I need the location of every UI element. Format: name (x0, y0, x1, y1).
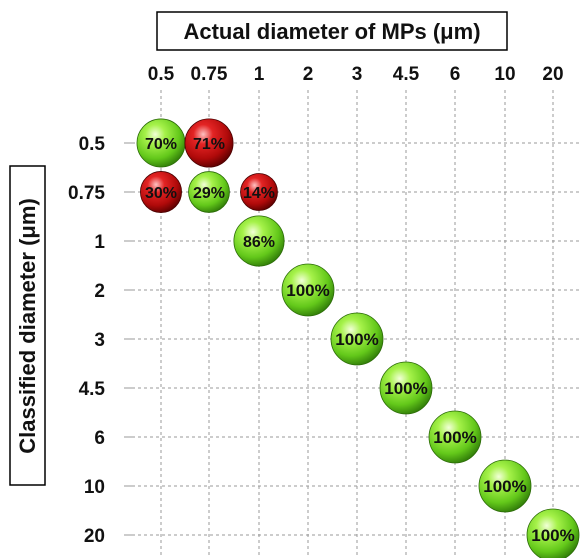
x-tick-label: 20 (542, 64, 563, 85)
y-tick-label: 20 (84, 526, 105, 547)
grid-layer (124, 90, 580, 556)
data-label: 14% (243, 185, 275, 202)
data-point: 29% (188, 171, 230, 213)
data-label: 100% (483, 477, 526, 496)
chart-title-box (156, 11, 508, 51)
green-bubble (281, 263, 335, 317)
y-tick-label: 0.75 (68, 183, 105, 204)
y-tick-label: 1 (94, 232, 105, 253)
data-label: 100% (433, 428, 476, 447)
data-point: 100% (428, 410, 482, 464)
tick-labels: 0.5 0.75 1 2 3 4.5 6 10 20 0.5 0.75 1 2 3 4.5 6 10 20 (68, 64, 564, 547)
x-tick-label: 3 (352, 64, 363, 85)
data-label: 100% (531, 526, 574, 545)
x-tick-label: 6 (450, 64, 461, 85)
data-label: 86% (243, 234, 275, 251)
green-bubble (330, 312, 384, 366)
x-tick-label: 2 (303, 64, 314, 85)
data-point: 71% (184, 118, 234, 168)
red-bubble (184, 118, 234, 168)
data-label: 100% (286, 281, 329, 300)
green-bubble (379, 361, 433, 415)
green-bubble (526, 508, 580, 558)
y-tick-label: 3 (94, 330, 105, 351)
data-point: 100% (526, 508, 580, 558)
x-tick-label: 10 (494, 64, 515, 85)
data-point: 100% (379, 361, 433, 415)
data-point: 100% (281, 263, 335, 317)
green-bubble (428, 410, 482, 464)
x-tick-label: 0.75 (191, 64, 228, 85)
x-tick-label: 4.5 (393, 64, 420, 85)
data-label: 70% (145, 136, 177, 153)
red-bubble (240, 173, 278, 211)
data-point: 70% (136, 118, 186, 168)
data-label: 71% (193, 136, 225, 153)
data-label: 100% (335, 330, 378, 349)
data-label: 30% (145, 185, 177, 202)
red-bubble (140, 171, 182, 213)
data-point: 14% (240, 173, 278, 211)
y-tick-label: 6 (94, 428, 105, 449)
data-label: 100% (384, 379, 427, 398)
x-tick-label: 1 (254, 64, 265, 85)
data-point: 30% (140, 171, 182, 213)
green-bubble (188, 171, 230, 213)
data-point: 100% (478, 459, 532, 513)
green-bubble (233, 215, 285, 267)
y-tick-label: 0.5 (79, 134, 106, 155)
chart-title: Actual diameter of MPs (μm) (183, 19, 480, 44)
y-axis-label-box (9, 165, 46, 486)
data-point: 86% (233, 215, 285, 267)
y-tick-label: 2 (94, 281, 105, 302)
x-tick-label: 0.5 (148, 64, 175, 85)
y-tick-label: 10 (84, 477, 105, 498)
green-bubble (478, 459, 532, 513)
data-points: 70% 71% 30% 29% 14% 86% 100% 100% 100% 100% 100% 10… (136, 118, 580, 558)
data-point: 100% (330, 312, 384, 366)
y-axis-label: Classified diameter (μm) (15, 198, 40, 454)
y-tick-label: 4.5 (79, 379, 106, 400)
data-label: 29% (193, 185, 225, 202)
